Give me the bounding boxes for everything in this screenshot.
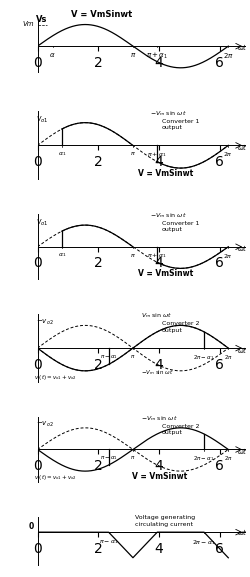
Text: $\omega t$: $\omega t$ bbox=[238, 142, 248, 152]
Text: $2\pi$: $2\pi$ bbox=[224, 252, 233, 260]
Text: $\pi$: $\pi$ bbox=[130, 51, 136, 59]
Text: $\pi+\alpha_1$: $\pi+\alpha_1$ bbox=[147, 252, 167, 260]
Text: $V_m$ sin $\omega t$: $V_m$ sin $\omega t$ bbox=[141, 312, 172, 320]
Text: $-v_{o2}$: $-v_{o2}$ bbox=[36, 317, 54, 327]
Text: $\omega t$: $\omega t$ bbox=[238, 527, 248, 537]
Text: V = VmSinwt: V = VmSinwt bbox=[138, 269, 193, 278]
Text: $v_r(t)=v_{o1}+v_{o2}$: $v_r(t)=v_{o1}+v_{o2}$ bbox=[34, 473, 77, 482]
Text: $-V_m$ sin $\omega t$: $-V_m$ sin $\omega t$ bbox=[141, 368, 173, 377]
Text: $2\pi$: $2\pi$ bbox=[223, 51, 234, 60]
Text: output: output bbox=[162, 125, 183, 130]
Text: $\pi-\alpha_1$: $\pi-\alpha_1$ bbox=[100, 353, 117, 361]
Text: $\pi$: $\pi$ bbox=[130, 353, 136, 360]
Text: $-V_m$ sin $\omega t$: $-V_m$ sin $\omega t$ bbox=[141, 414, 178, 423]
Text: $\pi-\alpha_1$: $\pi-\alpha_1$ bbox=[99, 538, 118, 546]
Text: $v_r(t)=v_{o1}+v_{o2}$: $v_r(t)=v_{o1}+v_{o2}$ bbox=[34, 373, 77, 382]
Text: $2\pi-\alpha_1$: $2\pi-\alpha_1$ bbox=[192, 538, 216, 546]
Text: $\omega t$: $\omega t$ bbox=[238, 344, 248, 355]
Text: Converter 1: Converter 1 bbox=[162, 221, 200, 226]
Text: $\omega t$: $\omega t$ bbox=[238, 243, 248, 253]
Text: V = VmSinwt: V = VmSinwt bbox=[138, 169, 193, 178]
Text: V = VmSinwt: V = VmSinwt bbox=[71, 10, 132, 19]
Text: $2\pi$: $2\pi$ bbox=[224, 353, 233, 361]
Text: output: output bbox=[162, 227, 183, 232]
Text: $\omega t$: $\omega t$ bbox=[238, 446, 248, 456]
Text: Vm: Vm bbox=[22, 21, 34, 27]
Text: $-V_m$ sin $\omega t$: $-V_m$ sin $\omega t$ bbox=[150, 212, 186, 220]
Text: Vs: Vs bbox=[36, 15, 47, 24]
Text: $2\pi$: $2\pi$ bbox=[224, 151, 233, 158]
Text: $\alpha$: $\alpha$ bbox=[50, 51, 56, 59]
Text: output: output bbox=[162, 328, 183, 333]
Text: $\alpha_1$: $\alpha_1$ bbox=[58, 151, 66, 158]
Text: circulating current: circulating current bbox=[135, 522, 193, 527]
Text: Converter 2: Converter 2 bbox=[162, 424, 200, 429]
Text: $\alpha_1$: $\alpha_1$ bbox=[58, 252, 66, 260]
Text: $\pi$: $\pi$ bbox=[130, 454, 136, 461]
Text: $2\pi-\alpha_1$: $2\pi-\alpha_1$ bbox=[193, 353, 215, 362]
Text: $2\pi$: $2\pi$ bbox=[224, 454, 233, 462]
Text: $v_{o1}$: $v_{o1}$ bbox=[36, 218, 49, 228]
Text: Converter 2: Converter 2 bbox=[162, 321, 200, 327]
Text: Converter 1: Converter 1 bbox=[162, 119, 200, 123]
Text: V = VmSinwt: V = VmSinwt bbox=[132, 472, 187, 481]
Text: $\omega t$: $\omega t$ bbox=[238, 43, 248, 53]
Text: Voltage generating: Voltage generating bbox=[135, 515, 195, 520]
Text: $v_{o1}$: $v_{o1}$ bbox=[36, 115, 49, 125]
Text: $-v_{o2}$: $-v_{o2}$ bbox=[36, 420, 54, 429]
Text: output: output bbox=[162, 430, 183, 435]
Text: $-V_m$ sin $\omega t$: $-V_m$ sin $\omega t$ bbox=[150, 108, 186, 118]
Text: $2\pi-\alpha_1$: $2\pi-\alpha_1$ bbox=[193, 454, 215, 463]
Text: $\pi-\alpha_1$: $\pi-\alpha_1$ bbox=[100, 454, 117, 462]
Text: $\pi+\alpha_1$: $\pi+\alpha_1$ bbox=[146, 51, 168, 61]
Text: $\pi+\alpha_1$: $\pi+\alpha_1$ bbox=[147, 151, 167, 159]
Text: $\pi$: $\pi$ bbox=[130, 151, 136, 158]
Text: 0: 0 bbox=[28, 522, 34, 531]
Text: $\pi$: $\pi$ bbox=[130, 252, 136, 258]
